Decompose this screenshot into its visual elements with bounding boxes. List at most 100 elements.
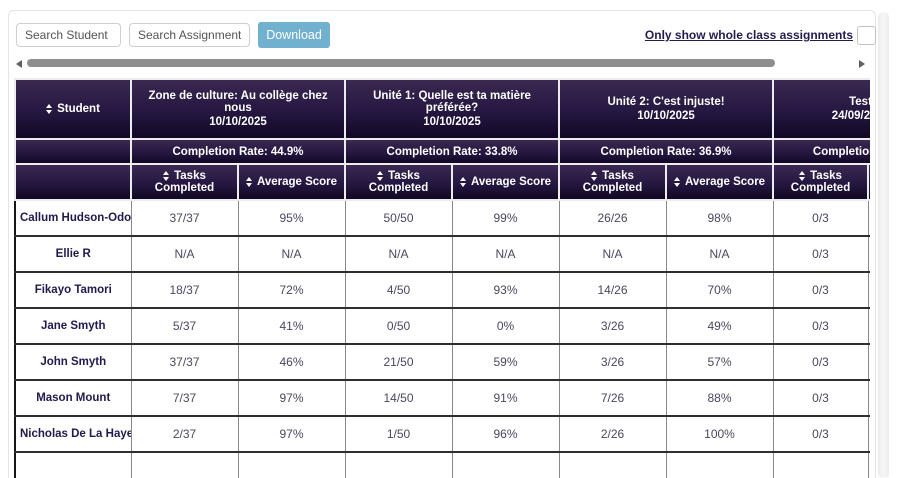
scroll-right-arrow-icon[interactable] [859,60,865,68]
whole-class-filter-label[interactable]: Only show whole class assignments [644,28,853,42]
table-cell: 72% [237,271,346,309]
empty-header-cell [14,163,132,201]
student-name: Mason Mount [14,379,132,417]
table-cell [665,451,774,478]
sort-icon [591,170,598,181]
table-cell: 0/50 [344,307,453,345]
table-cell: 95% [237,199,346,237]
sort-icon [245,176,252,187]
student-column-header[interactable]: Student [14,78,132,140]
sort-icon [673,176,680,187]
table-cell: 4/50 [344,271,453,309]
assignment-title: Unité 1: Quelle est ta matière préférée? [373,90,531,114]
average-score-header[interactable]: Average Score [236,163,347,201]
completion-rate: Completion Rate: 33.8% [344,138,561,165]
table-row: Fikayo Tamori 18/37 72% 4/50 93% 14/26 7… [14,271,870,309]
tasks-completed-header[interactable]: Tasks Completed [558,163,668,201]
table-cell [867,199,870,237]
table-cell [237,451,346,478]
table-cell: 97% [237,415,346,453]
assignment-date: 10/10/2025 [423,116,481,128]
scroll-left-arrow-icon[interactable] [16,60,22,68]
table-cell: 88% [665,379,774,417]
gradebook-table: Student Zone de culture: Au collège chez… [14,78,870,478]
table-cell [867,235,870,273]
assignment-title: Unité 2: C'est injuste! [607,96,725,108]
sort-icon [163,170,170,181]
table-cell: 2/26 [558,415,667,453]
table-cell: 0/3 [772,307,869,345]
download-button[interactable]: Download [258,22,330,48]
table-cell [558,451,667,478]
table-cell: N/A [344,235,453,273]
table-cell: 0/3 [772,379,869,417]
average-score-header[interactable]: Average Score [665,163,775,201]
horizontal-scrollbar-thumb[interactable] [27,59,775,67]
tasks-completed-header[interactable]: Tasks Completed [130,163,239,201]
table-cell: N/A [558,235,667,273]
table-cell [867,271,870,309]
table-cell [772,451,869,478]
student-name: Ellie R [14,235,132,273]
empty-header-cell [14,138,132,165]
table-cell: 70% [665,271,774,309]
completion-rate: Completion Rate: 44.9% [129,138,347,165]
table-cell: 0/3 [772,415,869,453]
search-student-input[interactable] [16,23,121,47]
assignment-date: 10/10/2025 [209,116,267,128]
table-cell: 37/37 [130,199,239,237]
table-cell [130,451,239,478]
assignment-date: 10/10/2025 [637,110,695,122]
table-cell: N/A [130,235,239,273]
table-cell [867,415,870,453]
sort-icon [459,176,466,187]
table-cell: 14/50 [344,379,453,417]
assignment-header: Test 24/09/2025 [772,78,870,140]
vertical-scrollbar-track[interactable] [878,12,889,478]
table-cell: 50/50 [344,199,453,237]
table-cell [14,451,132,478]
average-score-header[interactable]: Average Score [867,163,870,201]
table-row-partial [14,451,870,478]
horizontal-scrollbar[interactable] [14,57,867,70]
table-cell: 0/3 [772,343,869,381]
student-name: John Smyth [14,343,132,381]
student-name: Jane Smyth [14,307,132,345]
table-row: Nicholas De La Haye 2/37 97% 1/50 96% 2/… [14,415,870,453]
tasks-completed-header[interactable]: Tasks Completed [772,163,870,201]
sort-icon [46,103,53,114]
search-assignment-input[interactable] [129,23,250,47]
table-cell: 41% [237,307,346,345]
table-cell: 18/37 [130,271,239,309]
assignment-header: Unité 2: C'est injuste! 10/10/2025 [558,78,775,140]
assignment-header: Unité 1: Quelle est ta matière préférée?… [344,78,561,140]
whole-class-filter-checkbox[interactable] [857,26,876,45]
average-score-header[interactable]: Average Score [451,163,561,201]
table-row: Ellie R N/A N/A N/A N/A N/A N/A 0/3 [14,235,870,273]
student-name: Nicholas De La Haye [14,415,132,453]
table-cell: 7/26 [558,379,667,417]
table-cell: 26/26 [558,199,667,237]
table-cell: 3/26 [558,307,667,345]
table-cell: 49% [665,307,774,345]
table-cell [451,451,560,478]
table-cell: 7/37 [130,379,239,417]
table-cell: 99% [451,199,560,237]
tasks-completed-header[interactable]: Tasks Completed [344,163,454,201]
table-cell: 91% [451,379,560,417]
table-cell: 37/37 [130,343,239,381]
gradebook-table-viewport[interactable]: Student Zone de culture: Au collège chez… [14,78,870,478]
student-name: Fikayo Tamori [14,271,132,309]
table-cell: 0/3 [772,271,869,309]
table-cell: 93% [451,271,560,309]
sort-icon [799,170,806,181]
assignment-header: Zone de culture: Au collège chez nous 10… [129,78,347,140]
table-cell: 5/37 [130,307,239,345]
table-cell [867,379,870,417]
student-header-label: Student [57,103,100,115]
table-cell [344,451,453,478]
table-cell: 3/26 [558,343,667,381]
table-row: John Smyth 37/37 46% 21/50 59% 3/26 57% … [14,343,870,381]
table-cell: 97% [237,379,346,417]
assignment-date: 24/09/2025 [831,110,870,122]
